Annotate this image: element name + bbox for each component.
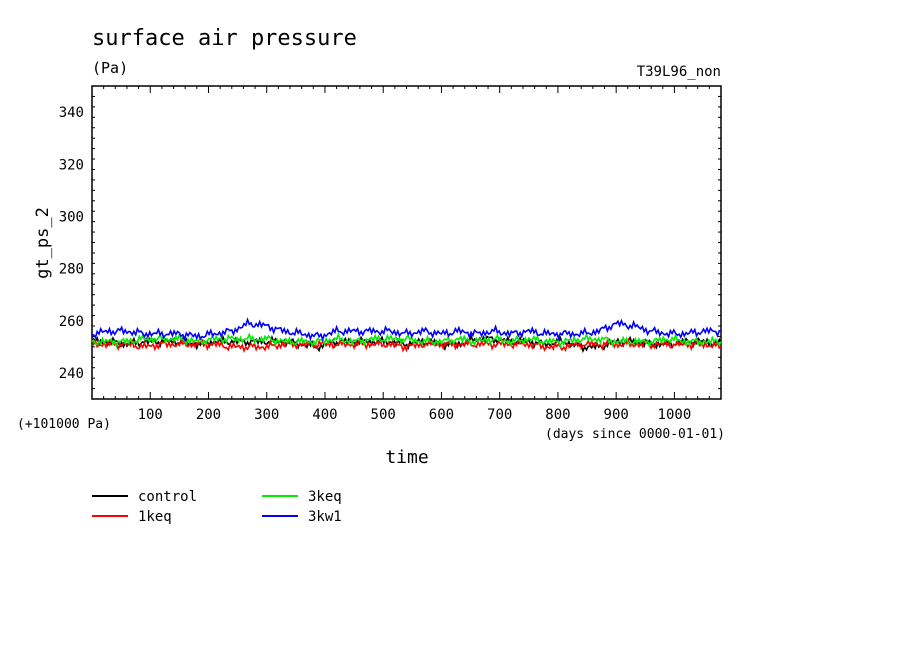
y-tick-label: 260 (59, 314, 84, 330)
x-tick-label: 700 (487, 407, 512, 423)
y-tick-label: 320 (59, 157, 84, 173)
y-offset-note: (+101000 Pa) (17, 417, 111, 432)
x-unit-note: (days since 0000-01-01) (545, 427, 725, 442)
x-tick-label: 100 (138, 407, 163, 423)
y-axis: 240 260 280 300 320 340 (59, 85, 721, 400)
chart-title: surface air pressure (92, 26, 357, 51)
y-axis-label: gt_ps_2 (33, 207, 53, 279)
x-tick-label: 400 (312, 407, 337, 423)
x-tick-label: 200 (196, 407, 221, 423)
legend-label-3keq: 3keq (308, 489, 342, 505)
x-axis-label: time (385, 447, 428, 468)
legend-label-1keq: 1keq (138, 509, 172, 525)
x-axis: 100 200 300 400 500 600 700 800 900 1000 (103, 86, 722, 423)
x-tick-label: 500 (371, 407, 396, 423)
y-tick-label: 240 (59, 366, 84, 382)
series-lines (91, 317, 722, 354)
x-tick-label: 600 (429, 407, 454, 423)
units-label: (Pa) (92, 59, 128, 77)
y-tick-label: 300 (59, 209, 84, 225)
run-label: T39L96_non (637, 64, 721, 80)
x-tick-label: 900 (604, 407, 629, 423)
legend-label-control: control (138, 489, 197, 505)
x-tick-label: 1000 (658, 407, 692, 423)
series-line-3kw1 (91, 317, 722, 342)
legend: control 1keq 3keq 3kw1 (92, 489, 342, 525)
x-tick-label: 800 (545, 407, 570, 423)
y-tick-label: 280 (59, 262, 84, 278)
x-tick-label: 300 (254, 407, 279, 423)
legend-label-3kw1: 3kw1 (308, 509, 342, 525)
y-tick-label: 340 (59, 105, 84, 121)
